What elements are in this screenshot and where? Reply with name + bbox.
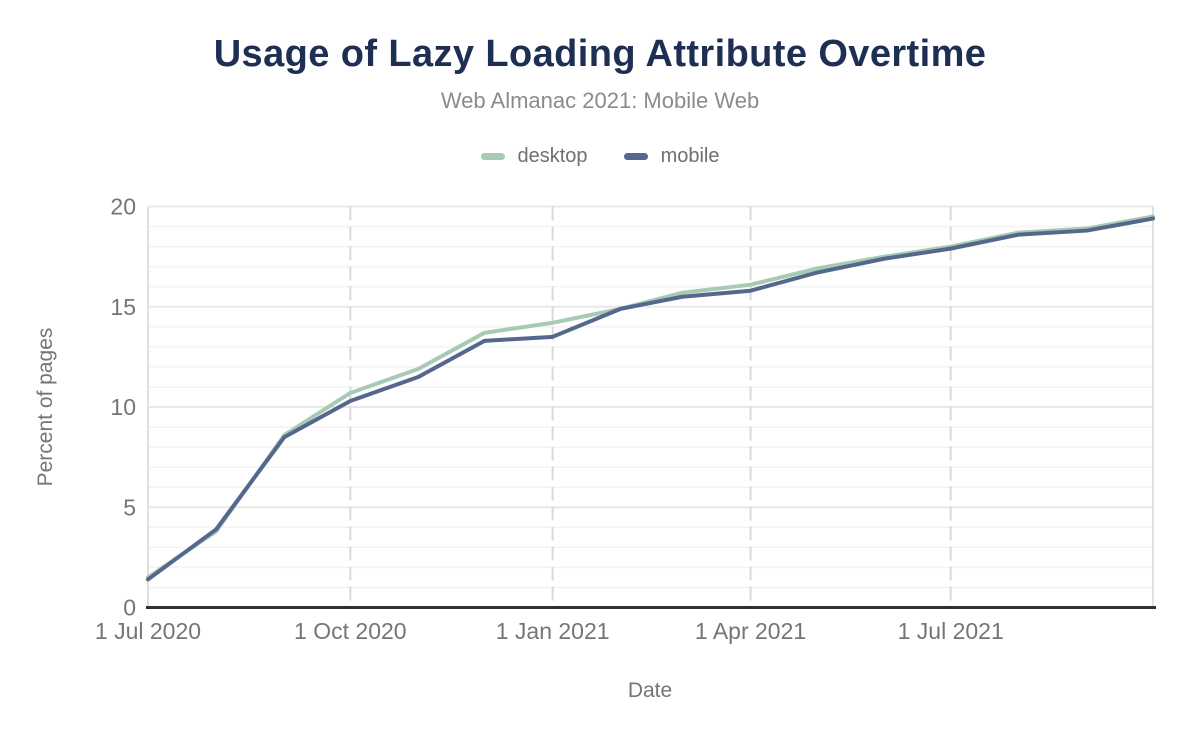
y-tick-label: 0 <box>123 595 136 621</box>
legend-label-mobile: mobile <box>660 145 720 167</box>
y-tick-label: 20 <box>110 194 136 220</box>
x-tick-label: 1 Jan 2021 <box>496 618 610 644</box>
legend-item-mobile: mobile <box>623 145 720 168</box>
x-tick-label: 1 Jul 2020 <box>95 618 201 644</box>
mobile-legend-swatch-icon <box>623 153 648 160</box>
x-tick-label: 1 Oct 2020 <box>294 618 407 644</box>
legend: desktop mobile <box>0 145 1200 168</box>
y-tick-label: 5 <box>123 494 136 520</box>
chart-title: Usage of Lazy Loading Attribute Overtime <box>213 33 987 75</box>
x-tick-label: 1 Apr 2021 <box>695 618 806 644</box>
x-tick-label: 1 Jul 2021 <box>898 618 1004 644</box>
x-axis-title: Date <box>627 679 673 702</box>
legend-item-desktop: desktop <box>480 145 588 168</box>
y-tick-label: 10 <box>110 394 136 420</box>
legend-label-desktop: desktop <box>517 145 588 167</box>
y-axis-title: Percent of pages <box>34 327 57 487</box>
desktop-line <box>146 214 1155 580</box>
desktop-legend-swatch-icon <box>480 153 505 160</box>
chart-subtitle: Web Almanac 2021: Mobile Web <box>440 88 760 113</box>
y-tick-label: 15 <box>110 294 136 320</box>
mobile-line <box>146 216 1155 582</box>
